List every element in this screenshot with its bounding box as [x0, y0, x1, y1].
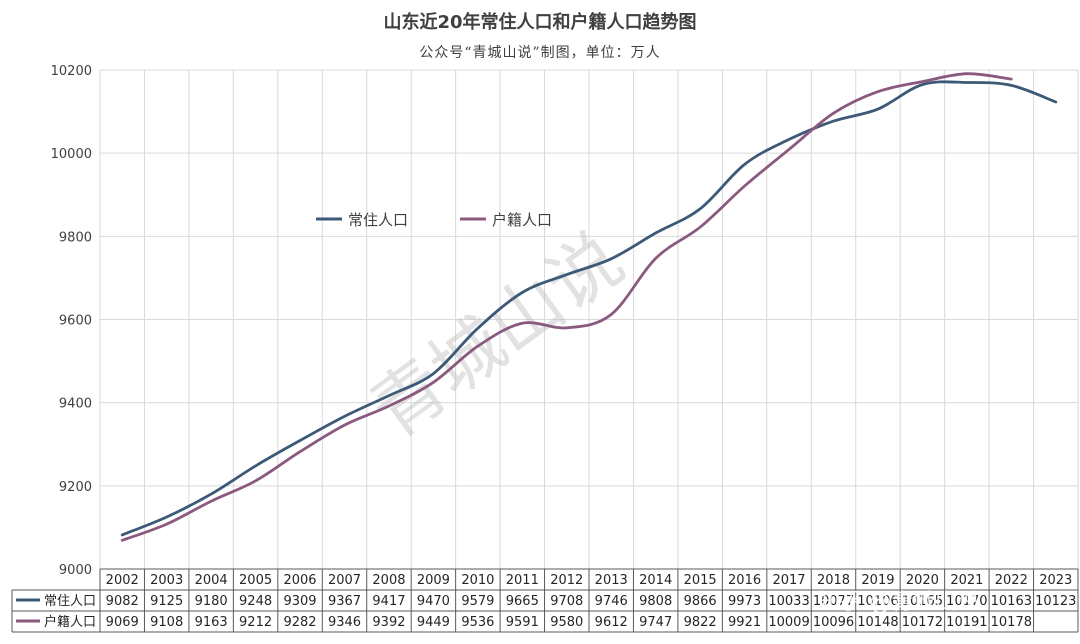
data-label: 9708 [550, 594, 583, 609]
x-tick-label: 2006 [283, 573, 316, 588]
data-label: 9125 [150, 594, 183, 609]
data-label: 10172 [902, 615, 943, 630]
data-label: 9069 [106, 615, 139, 630]
data-label: 9248 [239, 594, 272, 609]
x-tick-label: 2018 [817, 573, 850, 588]
chart-title: 山东近20年常住人口和户籍人口趋势图 [383, 12, 697, 33]
data-label: 10170 [946, 594, 987, 609]
data-label: 9665 [506, 594, 539, 609]
legend-label-2: 户籍人口 [492, 211, 552, 229]
data-label: 9580 [550, 615, 583, 630]
x-tick-label: 2004 [195, 573, 228, 588]
data-label: 9346 [328, 615, 361, 630]
x-tick-label: 2012 [550, 573, 583, 588]
data-label: 10077 [813, 594, 854, 609]
x-tick-label: 2021 [950, 573, 983, 588]
data-label: 9417 [372, 594, 405, 609]
x-tick-label: 2023 [1039, 573, 1072, 588]
x-tick-label: 2011 [506, 573, 539, 588]
data-label: 9822 [684, 615, 717, 630]
data-label: 9921 [728, 615, 761, 630]
x-tick-label: 2008 [372, 573, 405, 588]
data-label: 9392 [372, 615, 405, 630]
data-label: 9591 [506, 615, 539, 630]
x-tick-label: 2016 [728, 573, 761, 588]
y-tick-label: 10200 [51, 64, 92, 79]
series-line-1 [120, 80, 1058, 537]
data-label: 10191 [946, 615, 987, 630]
data-label: 9973 [728, 594, 761, 609]
data-label: 9163 [195, 615, 228, 630]
data-label: 10123 [1035, 594, 1076, 609]
data-label: 9746 [595, 594, 628, 609]
table-row-label-2: 户籍人口 [44, 614, 96, 630]
data-label: 10165 [902, 594, 943, 609]
data-label: 10148 [857, 615, 898, 630]
chart-subtitle: 公众号“青城山说”制图，单位：万人 [419, 45, 661, 61]
series-lines [120, 72, 1058, 542]
x-tick-label: 2020 [906, 573, 939, 588]
x-tick-label: 2015 [684, 573, 717, 588]
x-tick-label: 2013 [595, 573, 628, 588]
x-tick-label: 2010 [461, 573, 494, 588]
data-label: 9309 [283, 594, 316, 609]
x-tick-label: 2022 [995, 573, 1028, 588]
gridlines [99, 69, 1079, 570]
data-table: 2002 2003 2004 2005 2006 2007 2008 2009 2010 2011… [11, 568, 1079, 633]
data-label: 9082 [106, 594, 139, 609]
data-label: 10178 [991, 615, 1032, 630]
data-label: 9449 [417, 615, 450, 630]
legend: 常住人口 户籍人口 [316, 211, 552, 229]
x-tick-label: 2005 [239, 573, 272, 588]
data-label: 9579 [461, 594, 494, 609]
x-tick-label: 2019 [861, 573, 894, 588]
legend-label-1: 常住人口 [348, 211, 408, 229]
data-label: 9180 [195, 594, 228, 609]
overlay-watermark: 知乎 @青城山说 [818, 590, 979, 615]
data-label: 9282 [283, 615, 316, 630]
data-label: 10096 [813, 615, 854, 630]
x-tick-label: 2009 [417, 573, 450, 588]
y-tick-label: 9000 [59, 563, 92, 578]
y-tick-label: 9200 [59, 480, 92, 495]
x-tick-label: 2003 [150, 573, 183, 588]
y-tick-label: 9800 [59, 230, 92, 245]
x-tick-label: 2014 [639, 573, 672, 588]
data-label: 9108 [150, 615, 183, 630]
series-line-2 [120, 72, 1013, 542]
data-label: 10033 [768, 594, 809, 609]
y-axis-ticks: 9000 9200 9400 9600 9800 10000 10200 [51, 64, 92, 578]
y-tick-label: 9600 [59, 314, 92, 329]
data-label: 10163 [991, 594, 1032, 609]
x-tick-label: 2007 [328, 573, 361, 588]
data-label: 10009 [768, 615, 809, 630]
x-tick-label: 2017 [772, 573, 805, 588]
data-label: 9808 [639, 594, 672, 609]
y-tick-label: 9400 [59, 397, 92, 412]
data-label: 9866 [684, 594, 717, 609]
data-label: 9367 [328, 594, 361, 609]
data-label: 10106 [857, 594, 898, 609]
data-label: 9536 [461, 615, 494, 630]
data-label: 9212 [239, 615, 272, 630]
data-label: 9470 [417, 594, 450, 609]
data-label: 9747 [639, 615, 672, 630]
data-label: 9612 [595, 615, 628, 630]
x-tick-label: 2002 [106, 573, 139, 588]
table-row-label-1: 常住人口 [44, 594, 96, 609]
y-tick-label: 10000 [51, 147, 92, 162]
